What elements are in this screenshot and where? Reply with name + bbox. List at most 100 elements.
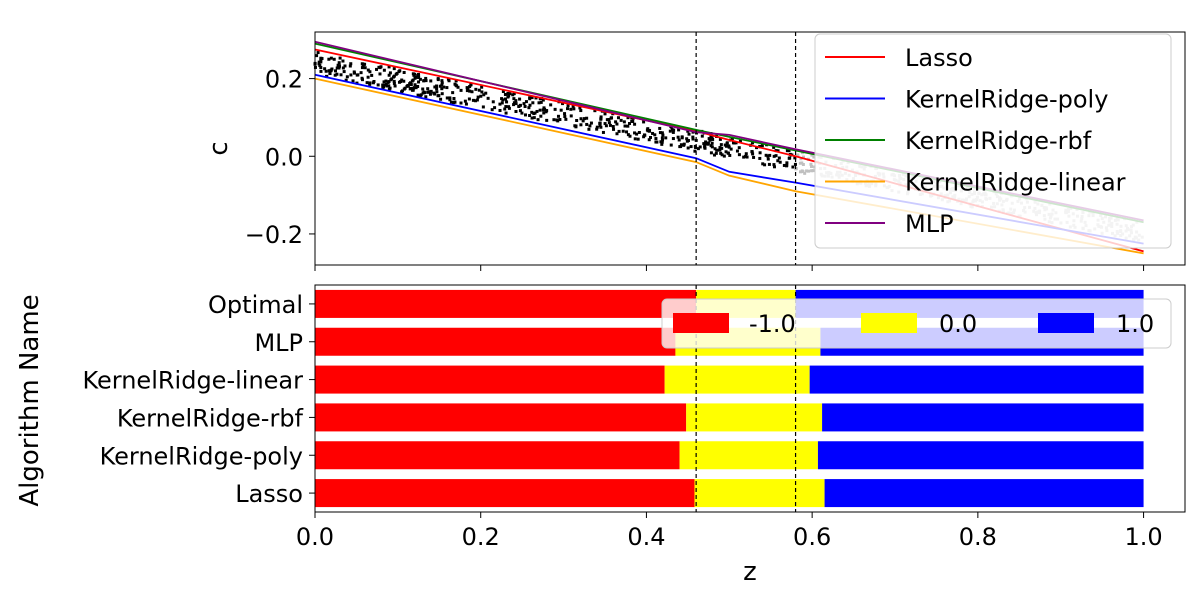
scatter-point	[758, 151, 762, 155]
scatter-point	[395, 71, 399, 75]
scatter-point	[685, 139, 689, 143]
legend-swatch	[1038, 313, 1094, 333]
scatter-point	[633, 131, 637, 135]
scatter-point	[793, 156, 797, 160]
scatter-point	[571, 104, 575, 108]
scatter-point	[720, 146, 724, 150]
scatter-point	[377, 65, 381, 69]
scatter-point	[633, 137, 637, 141]
scatter-point	[626, 133, 630, 137]
bar-segment-KernelRidge-rbf	[315, 403, 687, 432]
x-axis-label: z	[743, 557, 757, 587]
scatter-point	[332, 57, 336, 61]
scatter-point	[426, 87, 430, 91]
scatter-point	[351, 79, 355, 83]
bar-segment-KernelRidge-linear	[664, 365, 810, 394]
scatter-point	[611, 125, 615, 129]
scatter-point	[751, 152, 755, 156]
scatter-point	[506, 91, 510, 95]
bar-segment-KernelRidge-poly	[315, 441, 680, 470]
scatter-point	[507, 106, 511, 110]
scatter-point	[687, 132, 691, 136]
scatter-point	[642, 120, 646, 124]
bar-segment-KernelRidge-rbf	[686, 403, 823, 432]
scatter-point	[411, 86, 415, 90]
legend-swatch	[861, 313, 917, 333]
scatter-point	[518, 97, 522, 101]
scatter-point	[774, 154, 778, 158]
scatter-point	[776, 149, 780, 153]
scatter-point	[448, 96, 452, 100]
scatter-point	[323, 67, 327, 71]
scatter-point	[727, 144, 731, 148]
scatter-point	[421, 87, 425, 91]
y-tick-label: −0.2	[245, 221, 303, 249]
scatter-point	[512, 101, 516, 105]
scatter-point	[607, 118, 611, 122]
scatter-point	[392, 79, 396, 83]
scatter-point	[698, 145, 702, 149]
legend-swatch	[673, 313, 729, 333]
scatter-point	[729, 147, 733, 151]
scatter-point	[598, 124, 602, 128]
top-chart-panel: 0.2 0.0 −0.2 c Lasso KernelRidge-poly Kernel…	[204, 31, 1186, 271]
scatter-point	[435, 84, 439, 88]
scatter-point	[778, 160, 782, 164]
scatter-point	[593, 109, 597, 113]
scatter-point	[360, 62, 364, 66]
scatter-point	[445, 96, 449, 100]
scatter-point	[628, 134, 632, 138]
scatter-point	[482, 93, 486, 97]
scatter-point	[319, 69, 323, 73]
scatter-point	[542, 111, 546, 115]
scatter-point	[349, 73, 353, 77]
scatter-point	[545, 118, 549, 122]
scatter-point	[467, 97, 471, 101]
scatter-point	[392, 67, 396, 71]
scatter-point	[615, 122, 619, 126]
scatter-point	[411, 88, 415, 92]
scatter-point	[433, 92, 437, 96]
scatter-point	[661, 138, 665, 142]
scatter-point	[481, 105, 485, 109]
scatter-point	[664, 136, 668, 140]
scatter-point	[381, 83, 385, 87]
scatter-point	[563, 112, 567, 116]
scatter-point	[465, 89, 469, 93]
scatter-point	[366, 68, 370, 72]
scatter-point	[787, 156, 791, 160]
scatter-point	[617, 129, 621, 133]
scatter-point	[648, 135, 652, 139]
scatter-point	[566, 104, 570, 108]
scatter-point	[679, 145, 683, 149]
scatter-point	[717, 148, 721, 152]
scatter-point	[376, 83, 380, 87]
scatter-point	[382, 80, 386, 84]
scatter-point	[574, 124, 578, 128]
scatter-point	[706, 142, 710, 146]
scatter-point	[402, 70, 406, 74]
scatter-point	[732, 141, 736, 145]
scatter-point	[317, 62, 321, 66]
scatter-point	[402, 79, 406, 83]
scatter-point	[468, 85, 472, 89]
scatter-point	[528, 114, 532, 118]
scatter-point	[382, 68, 386, 72]
scatter-point	[713, 153, 717, 157]
scatter-point	[719, 151, 723, 155]
scatter-point	[599, 117, 603, 121]
scatter-point	[612, 127, 616, 131]
scatter-point	[599, 125, 603, 129]
scatter-point	[486, 96, 490, 100]
scatter-point	[801, 163, 805, 167]
scatter-point	[437, 94, 441, 98]
scatter-point	[585, 122, 589, 126]
scatter-point	[442, 85, 446, 89]
scatter-point	[766, 157, 770, 161]
scatter-point	[646, 127, 650, 131]
scatter-point	[619, 118, 623, 122]
scatter-point	[810, 169, 814, 173]
scatter-point	[335, 72, 339, 76]
scatter-point	[327, 57, 331, 61]
